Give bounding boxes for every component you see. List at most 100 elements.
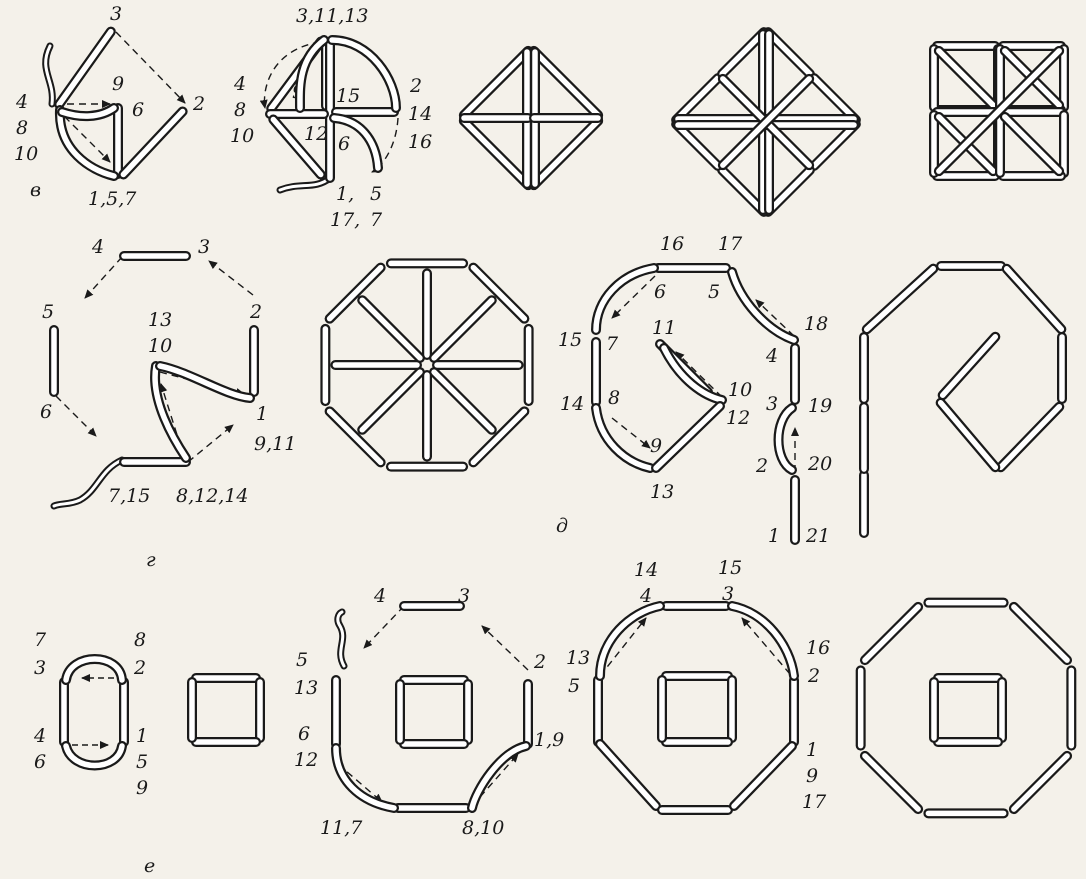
label: 1 xyxy=(768,525,780,547)
label: 3 xyxy=(198,236,210,258)
label: 4 xyxy=(91,236,104,258)
figure-e-step3: 4 3 5 13 2 6 12 1,9 11,7 8,10 xyxy=(294,585,564,839)
caption-g: г xyxy=(146,549,156,571)
label: 3 xyxy=(110,3,122,25)
label: 4 xyxy=(233,73,246,95)
label: 15 xyxy=(558,329,582,351)
couched-stitch-highlight xyxy=(661,345,725,403)
couched-stitch-highlight xyxy=(297,37,327,111)
figure-v-step4 xyxy=(671,27,861,217)
label: 11 xyxy=(652,317,676,339)
label: 2 xyxy=(192,93,205,115)
stitch-highlight xyxy=(56,28,114,108)
figure-v-step3 xyxy=(458,45,604,191)
stitch-highlight xyxy=(731,743,795,809)
couched-stitch-highlight xyxy=(152,363,189,461)
couched-stitch-highlight xyxy=(63,656,125,683)
couched-stitch-highlight xyxy=(59,105,117,119)
stitch-highlight xyxy=(1011,753,1070,812)
label: 8 xyxy=(134,629,146,651)
stitch-highlight xyxy=(720,76,812,168)
stitch-highlight xyxy=(653,403,723,471)
label: 2 xyxy=(533,651,546,673)
label: 17 xyxy=(718,233,743,255)
stitch-highlight xyxy=(359,297,423,361)
figure-e-step1: 7 3 8 2 4 6 1 5 9 xyxy=(33,629,148,799)
label: 9 xyxy=(650,435,662,457)
label: 18 xyxy=(804,313,828,335)
stitch-highlight xyxy=(461,118,531,188)
label: 12 xyxy=(726,407,750,429)
caption-d: д xyxy=(556,515,568,537)
caption-v: в xyxy=(30,179,41,201)
caption-e: е xyxy=(144,855,155,877)
label: 7 xyxy=(34,629,47,651)
label: 14 xyxy=(408,103,432,125)
label: 8 xyxy=(16,117,28,139)
couched-stitch-highlight xyxy=(729,603,797,679)
label: 17, xyxy=(330,209,360,231)
label: 6 xyxy=(132,99,144,121)
label: 12 xyxy=(304,123,328,145)
label: 3 xyxy=(766,393,778,415)
couched-stitch xyxy=(467,741,531,813)
stitch-highlight xyxy=(431,297,495,361)
label: 4 xyxy=(639,585,652,607)
label: 1,9 xyxy=(534,729,564,751)
label: 4 xyxy=(765,345,778,367)
stitch-highlight xyxy=(470,264,528,322)
couched-stitch-highlight xyxy=(593,405,653,471)
stitch-highlight xyxy=(937,400,999,470)
label: 5 xyxy=(568,675,580,697)
stitch-highlight xyxy=(531,48,601,118)
couched-stitch-highlight xyxy=(597,603,663,679)
label: 10 xyxy=(728,379,752,401)
stitch-highlight xyxy=(862,604,921,663)
stitch-highlight xyxy=(270,116,324,178)
label: 9,11 xyxy=(254,433,296,455)
couched-stitch-highlight xyxy=(333,745,397,811)
label: 4 xyxy=(33,725,46,747)
label: 20 xyxy=(807,453,832,475)
label: 8,12,14 xyxy=(176,485,249,507)
stitch-highlight xyxy=(862,753,921,812)
label: 8 xyxy=(608,387,620,409)
couched-stitch-highlight xyxy=(593,265,657,333)
label: 9 xyxy=(136,777,148,799)
stitch-highlight xyxy=(997,403,1063,471)
label: 3 xyxy=(34,657,46,679)
label: 13 xyxy=(566,647,590,669)
stitch-highlight xyxy=(936,48,1062,174)
label: 7,15 xyxy=(108,485,150,507)
label: 3 xyxy=(722,583,734,605)
label: 16 xyxy=(408,131,432,153)
label: 13 xyxy=(148,309,172,331)
couched-stitch-highlight xyxy=(157,363,253,401)
label: 1 xyxy=(806,739,818,761)
couched-stitch-highlight xyxy=(57,107,117,179)
label: 7 xyxy=(370,209,383,231)
label: 4 xyxy=(373,585,386,607)
label: 1, xyxy=(336,183,354,205)
label: 1,5,7 xyxy=(88,188,137,210)
label: 7 xyxy=(606,333,619,355)
stitch-highlight xyxy=(673,75,721,123)
label: 1 xyxy=(136,725,148,747)
label: 17 xyxy=(802,791,827,813)
stitch-highlight xyxy=(1011,604,1070,663)
label: 10 xyxy=(148,335,172,357)
label: 2 xyxy=(409,75,422,97)
stitch-highlight xyxy=(326,264,384,322)
label: 4 xyxy=(15,91,28,113)
stitch-highlight xyxy=(673,121,721,169)
stitch-highlight xyxy=(461,48,531,118)
label: 5 xyxy=(296,649,308,671)
label: 8 xyxy=(234,99,246,121)
label: 3,11,13 xyxy=(296,5,369,27)
label: 15 xyxy=(336,85,360,107)
couched-stitch-highlight xyxy=(329,37,399,111)
label: 6 xyxy=(338,133,350,155)
label: 2 xyxy=(755,455,768,477)
stitch-highlight xyxy=(936,48,996,108)
label: 16 xyxy=(806,637,830,659)
